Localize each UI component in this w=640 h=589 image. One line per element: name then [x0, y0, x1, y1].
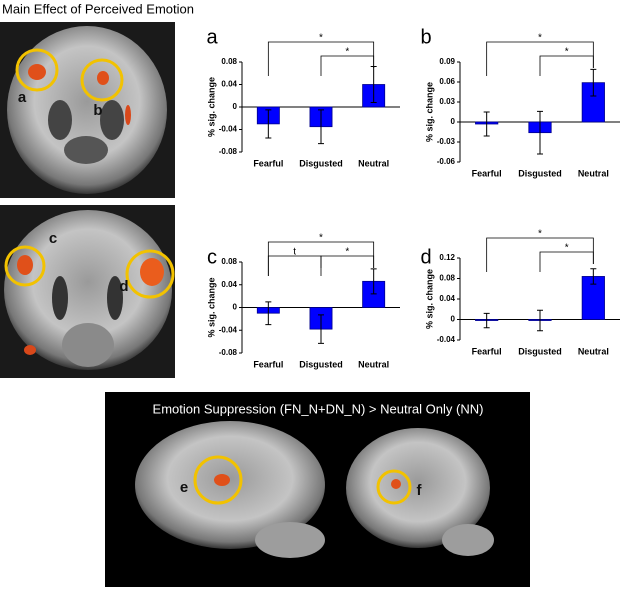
brain-image-bottom: Emotion Suppression (FN_N+DN_N) > Neutra…	[105, 392, 530, 587]
error-bar	[483, 312, 490, 329]
x-tick-label: Disgusted	[518, 346, 562, 356]
y-tick-label: 0.09	[439, 57, 455, 66]
panel-label: b	[420, 26, 431, 48]
y-tick-label: -0.04	[437, 335, 456, 344]
x-tick-label: Disgusted	[299, 359, 343, 369]
significance-bracket	[267, 241, 375, 276]
significance-label: *	[538, 229, 542, 240]
panel-label: a	[206, 26, 218, 48]
y-tick-label: -0.08	[219, 147, 238, 156]
significance-label: *	[345, 247, 349, 258]
y-tick-label: 0.04	[221, 280, 237, 289]
y-tick-label: 0	[451, 315, 456, 324]
y-tick-label: -0.06	[437, 157, 456, 166]
significance-bracket	[320, 55, 375, 76]
significance-label: *	[319, 33, 323, 44]
y-tick-label: 0	[233, 303, 238, 312]
y-tick-label: 0	[233, 102, 238, 111]
region-label: f	[417, 482, 423, 499]
significance-label: *	[319, 233, 323, 244]
y-tick-label: -0.04	[219, 125, 238, 134]
y-tick-label: 0.08	[221, 57, 237, 66]
y-axis-label: % sig. change	[424, 269, 434, 329]
significance-bracket	[267, 41, 375, 76]
x-tick-label: Neutral	[578, 346, 609, 356]
significance-label: *	[565, 47, 569, 58]
region-label: c	[49, 230, 57, 247]
x-tick-label: Neutral	[578, 168, 609, 178]
error-bar	[590, 268, 597, 285]
x-tick-label: Neutral	[358, 359, 389, 369]
y-tick-label: 0	[451, 117, 456, 126]
error-bar	[265, 109, 272, 139]
error-bar	[265, 301, 272, 326]
y-tick-label: 0.12	[439, 253, 455, 262]
significance-bracket	[267, 255, 322, 276]
y-axis-label: % sig. change	[206, 277, 216, 337]
significance-bracket	[539, 55, 594, 76]
error-bar	[590, 68, 597, 97]
y-tick-label: 0.04	[439, 294, 455, 303]
y-axis-label: % sig. change	[206, 77, 216, 137]
y-tick-label: 0.08	[439, 274, 455, 283]
brain-image-middle	[0, 205, 175, 378]
x-tick-label: Fearful	[253, 359, 283, 369]
x-tick-label: Fearful	[472, 346, 502, 356]
brain-image-top	[0, 22, 175, 198]
y-tick-label: -0.04	[219, 325, 238, 334]
panel-label: c	[207, 246, 217, 268]
region-label: d	[119, 278, 128, 295]
significance-bracket	[486, 237, 594, 272]
error-bar	[483, 111, 490, 137]
significance-bracket	[320, 255, 375, 276]
region-label: a	[18, 89, 27, 106]
x-tick-label: Disgusted	[518, 168, 562, 178]
x-tick-label: Neutral	[358, 158, 389, 168]
x-tick-label: Fearful	[253, 158, 283, 168]
y-tick-label: 0.06	[439, 77, 455, 86]
x-tick-label: Fearful	[472, 168, 502, 178]
y-tick-label: 0.03	[439, 97, 455, 106]
significance-bracket	[486, 41, 594, 76]
error-bar	[370, 268, 377, 295]
error-bar	[318, 109, 324, 145]
region-label: e	[180, 479, 188, 496]
y-tick-label: -0.08	[219, 348, 238, 357]
significance-label: *	[345, 47, 349, 58]
x-tick-label: Disgusted	[299, 158, 343, 168]
y-axis-label: % sig. change	[424, 82, 434, 142]
y-tick-label: 0.04	[221, 80, 237, 89]
y-tick-label: -0.03	[437, 137, 456, 146]
error-bar	[318, 314, 324, 344]
significance-label: *	[565, 243, 569, 254]
significance-bracket	[539, 251, 594, 272]
figure-title: Main Effect of Perceived Emotion	[2, 1, 194, 16]
region-label: b	[93, 102, 102, 119]
significance-label: *	[538, 33, 542, 44]
significance-label: t	[293, 247, 296, 258]
error-bar	[537, 110, 543, 155]
panel-label: d	[420, 246, 431, 268]
bottom-title: Emotion Suppression (FN_N+DN_N) > Neutra…	[153, 401, 484, 416]
y-tick-label: 0.08	[221, 257, 237, 266]
error-bar	[537, 309, 543, 332]
